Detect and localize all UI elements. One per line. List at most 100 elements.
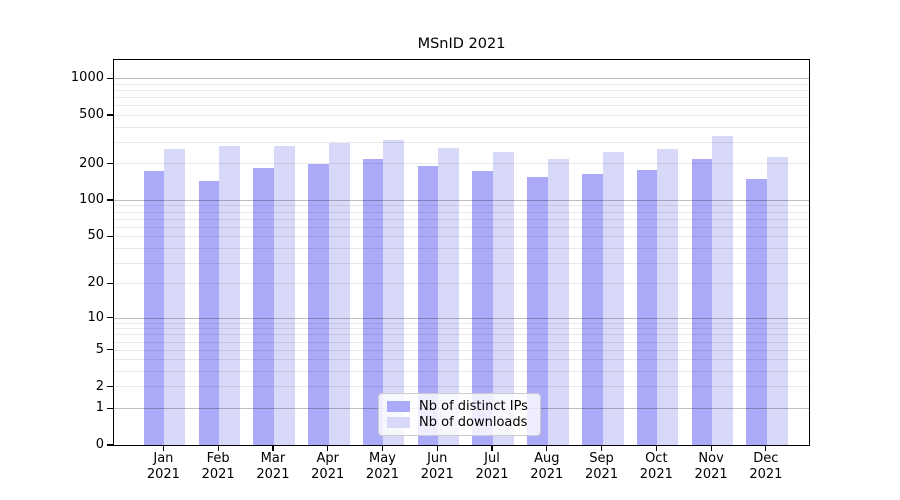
- major-gridline: [114, 199, 809, 201]
- x-axis-tick: [600, 446, 603, 451]
- minor-gridline: [114, 328, 809, 330]
- minor-gridline: [114, 218, 809, 220]
- legend-swatch-distinct-ips: [387, 401, 410, 412]
- y-axis-tick: [107, 444, 113, 446]
- bar: [383, 139, 405, 445]
- x-axis-tick-label: Jul 2021: [475, 451, 509, 482]
- minor-gridline: [114, 283, 809, 285]
- x-axis-tick: [381, 446, 384, 451]
- bar: [417, 166, 439, 445]
- minor-gridline: [114, 371, 809, 373]
- minor-gridline: [114, 89, 809, 91]
- y-axis-tick-label: 10: [87, 309, 104, 325]
- minor-gridline: [114, 236, 809, 238]
- legend-item-downloads: Nb of downloads: [387, 415, 532, 430]
- minor-gridline: [114, 126, 809, 128]
- minor-gridline: [114, 386, 809, 388]
- x-axis-tick-label: Feb 2021: [201, 451, 235, 482]
- minor-gridline: [114, 334, 809, 336]
- y-axis-tick: [107, 235, 113, 237]
- legend: Nb of distinct IPs Nb of downloads: [378, 393, 541, 436]
- x-axis-tick-label: Mar 2021: [256, 451, 290, 482]
- y-axis-tick-label: 5: [95, 341, 104, 357]
- y-axis-tick-label: 500: [79, 107, 104, 123]
- bar: [766, 157, 788, 445]
- y-axis-tick-label: 100: [79, 192, 104, 208]
- chart-title: MSnID 2021: [417, 36, 506, 52]
- bar: [273, 145, 295, 445]
- y-axis-tick-label: 200: [79, 155, 104, 171]
- x-axis-tick: [655, 446, 657, 451]
- x-axis-tick: [272, 446, 274, 451]
- minor-gridline: [114, 114, 809, 116]
- x-axis-tick: [436, 446, 438, 451]
- y-axis-tick: [107, 386, 113, 388]
- bar: [493, 151, 515, 445]
- x-axis-tick-label: Sep 2021: [585, 451, 619, 482]
- x-axis-tick-label: Aug 2021: [530, 451, 564, 482]
- minor-gridline: [114, 211, 809, 213]
- bar: [602, 152, 624, 445]
- bar: [636, 169, 658, 445]
- x-axis-tick: [162, 446, 164, 451]
- y-axis-tick: [107, 282, 113, 284]
- x-axis-tick-label: Jun 2021: [420, 451, 454, 482]
- minor-gridline: [114, 341, 809, 343]
- major-gridline: [114, 78, 809, 80]
- minor-gridline: [114, 97, 809, 99]
- x-axis-tick: [546, 446, 548, 451]
- y-axis-tick: [107, 77, 113, 79]
- minor-gridline: [114, 349, 809, 351]
- bar: [472, 170, 493, 445]
- legend-label-distinct-ips: Nb of distinct IPs: [419, 399, 528, 414]
- minor-gridline: [114, 163, 809, 165]
- minor-gridline: [114, 322, 809, 324]
- bar: [308, 163, 329, 445]
- x-axis-tick: [710, 446, 712, 451]
- bar: [328, 142, 350, 445]
- x-axis-tick-label: Oct 2021: [639, 451, 673, 482]
- x-axis-tick-label: Jan 2021: [146, 451, 180, 482]
- bar: [198, 180, 220, 445]
- bar: [691, 158, 713, 445]
- bar: [219, 146, 241, 445]
- bar: [712, 136, 734, 445]
- minor-gridline: [114, 141, 809, 143]
- minor-gridline: [114, 359, 809, 361]
- y-axis-tick: [107, 317, 113, 319]
- minor-gridline: [114, 226, 809, 228]
- bar: [547, 159, 569, 445]
- bar: [143, 170, 165, 445]
- x-axis-tick-label: Dec 2021: [749, 451, 783, 482]
- y-axis-tick-label: 1000: [70, 70, 104, 86]
- y-axis-tick: [107, 114, 113, 116]
- legend-label-downloads: Nb of downloads: [419, 415, 528, 430]
- minor-gridline: [114, 83, 809, 85]
- minor-gridline: [114, 105, 809, 107]
- bar: [253, 168, 274, 445]
- x-axis-tick: [765, 446, 767, 451]
- y-axis-tick: [107, 349, 113, 351]
- plot-area: [113, 59, 810, 446]
- y-axis-tick: [107, 162, 113, 165]
- bar: [657, 148, 679, 445]
- minor-gridline: [114, 205, 809, 207]
- y-axis-tick-label: 50: [87, 228, 104, 244]
- y-axis-tick-label: 1: [95, 400, 104, 416]
- legend-item-distinct-ips: Nb of distinct IPs: [387, 399, 532, 414]
- x-axis-tick: [327, 446, 329, 451]
- bar: [362, 158, 384, 445]
- x-axis-tick-label: Apr 2021: [311, 451, 345, 482]
- y-axis-tick-label: 2: [95, 378, 104, 394]
- bar: [746, 179, 767, 445]
- bar: [581, 173, 603, 445]
- bar: [164, 149, 186, 445]
- x-axis-tick-label: Nov 2021: [694, 451, 728, 482]
- y-axis-tick: [107, 199, 113, 201]
- legend-swatch-downloads: [387, 417, 410, 428]
- y-axis-tick-label: 0: [95, 437, 104, 452]
- x-axis-tick-label: May 2021: [365, 451, 400, 482]
- x-axis-tick: [217, 446, 219, 451]
- x-axis-tick: [491, 446, 493, 451]
